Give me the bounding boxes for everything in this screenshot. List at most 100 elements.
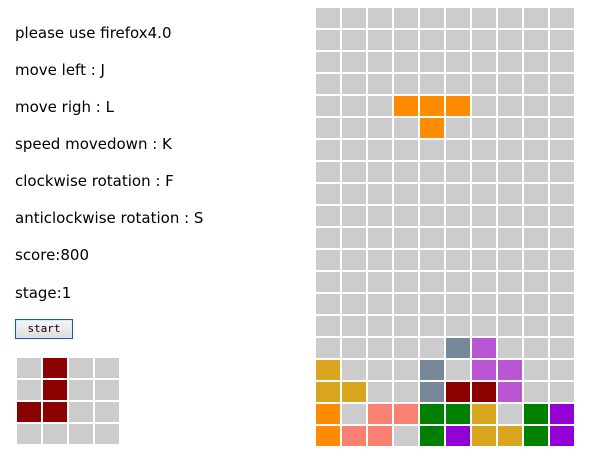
board-cell-empty <box>498 162 522 182</box>
board-cell-empty <box>550 30 574 50</box>
board-cell-empty <box>316 250 340 270</box>
board-cell-empty <box>342 96 366 116</box>
move-left-hint: move left : J <box>15 61 105 79</box>
board-cell-empty <box>394 250 418 270</box>
board-cell-filled <box>498 382 522 402</box>
board-cell-filled <box>316 426 340 446</box>
game-board[interactable] <box>316 8 574 446</box>
board-cell-empty <box>394 140 418 160</box>
preview-cell-empty <box>43 424 67 444</box>
board-cell-empty <box>420 162 444 182</box>
board-cell-empty <box>342 360 366 380</box>
board-cell-empty <box>498 140 522 160</box>
board-cell-filled <box>446 426 470 446</box>
board-cell-empty <box>420 184 444 204</box>
board-cell-filled <box>498 360 522 380</box>
board-cell-empty <box>368 30 392 50</box>
board-cell-empty <box>524 52 548 72</box>
board-cell-empty <box>524 96 548 116</box>
board-cell-empty <box>394 338 418 358</box>
board-cell-empty <box>524 338 548 358</box>
preview-cell-empty <box>95 380 119 400</box>
board-cell-empty <box>550 162 574 182</box>
board-cell-empty <box>498 96 522 116</box>
stage-display: stage:1 <box>15 284 72 302</box>
board-cell-filled <box>316 382 340 402</box>
board-cell-empty <box>420 316 444 336</box>
board-cell-empty <box>394 30 418 50</box>
board-cell-empty <box>316 272 340 292</box>
board-cell-empty <box>420 52 444 72</box>
board-cell-filled <box>394 96 418 116</box>
board-cell-empty <box>368 250 392 270</box>
board-cell-empty <box>550 338 574 358</box>
board-cell-empty <box>524 272 548 292</box>
board-cell-empty <box>394 382 418 402</box>
board-cell-filled <box>342 382 366 402</box>
board-cell-filled <box>446 382 470 402</box>
board-cell-empty <box>472 184 496 204</box>
board-cell-empty <box>368 184 392 204</box>
board-cell-empty <box>550 96 574 116</box>
start-button[interactable]: start <box>15 319 73 339</box>
board-cell-empty <box>368 206 392 226</box>
board-cell-empty <box>368 228 392 248</box>
anticlockwise-hint: anticlockwise rotation : S <box>15 209 204 227</box>
board-cell-empty <box>498 74 522 94</box>
board-cell-empty <box>368 118 392 138</box>
board-cell-empty <box>550 228 574 248</box>
board-cell-empty <box>316 228 340 248</box>
board-cell-filled <box>498 426 522 446</box>
board-cell-empty <box>498 8 522 28</box>
browser-hint: please use firefox4.0 <box>15 24 172 42</box>
board-cell-empty <box>550 316 574 336</box>
board-cell-empty <box>524 228 548 248</box>
board-cell-filled <box>316 360 340 380</box>
board-cell-filled <box>446 338 470 358</box>
board-cell-empty <box>368 360 392 380</box>
board-cell-empty <box>524 184 548 204</box>
board-cell-empty <box>368 294 392 314</box>
board-cell-empty <box>446 228 470 248</box>
board-cell-empty <box>524 8 548 28</box>
board-cell-empty <box>342 294 366 314</box>
board-cell-filled <box>420 360 444 380</box>
board-cell-empty <box>550 250 574 270</box>
board-cell-empty <box>316 74 340 94</box>
board-cell-empty <box>342 404 366 424</box>
board-cell-empty <box>498 30 522 50</box>
board-cell-filled <box>420 96 444 116</box>
board-cell-empty <box>446 206 470 226</box>
next-piece-preview <box>17 358 119 444</box>
board-cell-empty <box>472 294 496 314</box>
board-cell-empty <box>550 74 574 94</box>
board-cell-empty <box>420 294 444 314</box>
board-cell-empty <box>498 250 522 270</box>
board-cell-empty <box>446 294 470 314</box>
board-cell-empty <box>368 316 392 336</box>
board-cell-empty <box>342 338 366 358</box>
board-cell-empty <box>316 294 340 314</box>
board-cell-filled <box>472 338 496 358</box>
board-cell-empty <box>420 338 444 358</box>
board-cell-empty <box>498 206 522 226</box>
board-cell-empty <box>394 272 418 292</box>
preview-cell-empty <box>69 402 93 422</box>
board-cell-empty <box>342 30 366 50</box>
board-cell-empty <box>394 162 418 182</box>
board-cell-empty <box>498 228 522 248</box>
board-cell-empty <box>524 162 548 182</box>
board-cell-empty <box>498 272 522 292</box>
board-cell-filled <box>550 426 574 446</box>
board-cell-empty <box>420 206 444 226</box>
board-cell-empty <box>342 140 366 160</box>
board-cell-empty <box>524 74 548 94</box>
board-cell-empty <box>342 162 366 182</box>
board-cell-empty <box>550 184 574 204</box>
board-cell-empty <box>550 52 574 72</box>
preview-cell-empty <box>69 424 93 444</box>
board-cell-empty <box>498 118 522 138</box>
board-cell-empty <box>524 360 548 380</box>
preview-cell-empty <box>69 380 93 400</box>
board-cell-empty <box>394 294 418 314</box>
